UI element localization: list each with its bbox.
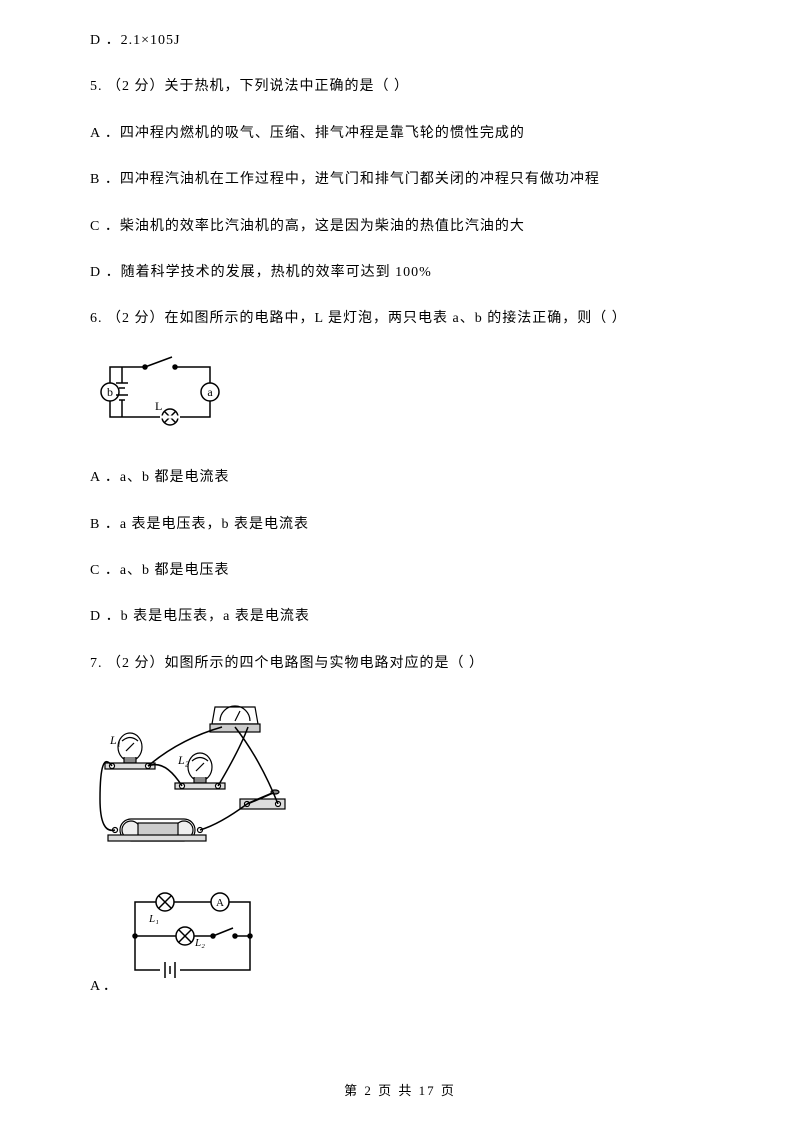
svg-text:L₁: L₁ bbox=[148, 913, 159, 925]
q5-option-b: B ．四冲程汽油机在工作过程中，进气门和排气门都关闭的冲程只有做功冲程 bbox=[90, 169, 710, 191]
question-5: 5. （2 分）关于热机，下列说法中正确的是（ ） bbox=[90, 76, 710, 98]
circuit-diagram-q6: b a L bbox=[90, 355, 710, 443]
question-6: 6. （2 分）在如图所示的电路中，L 是灯泡，两只电表 a、b 的接法正确，则… bbox=[90, 308, 710, 330]
q7-option-a-container: A ． L₁ A L₂ bbox=[90, 892, 710, 1000]
question-7: 7. （2 分）如图所示的四个电路图与实物电路对应的是（ ） bbox=[90, 653, 710, 675]
page-footer: 第 2 页 共 17 页 bbox=[0, 1081, 800, 1102]
option-d-top: D ．2.1×105J bbox=[90, 30, 710, 52]
circuit-diagram-q7a: L₁ A L₂ bbox=[125, 892, 260, 990]
svg-text:A: A bbox=[216, 897, 224, 909]
q7-option-a-label: A ． bbox=[90, 976, 117, 1000]
q5-option-a: A ．四冲程内燃机的吸气、压缩、排气冲程是靠飞轮的惯性完成的 bbox=[90, 123, 710, 145]
q6-option-c: C ．a、b 都是电压表 bbox=[90, 560, 710, 582]
svg-text:a: a bbox=[207, 385, 213, 399]
svg-text:L₁: L₁ bbox=[109, 733, 121, 747]
svg-text:b: b bbox=[107, 385, 113, 399]
q6-option-a: A ．a、b 都是电流表 bbox=[90, 467, 710, 489]
q5-option-d: D ．随着科学技术的发展，热机的效率可达到 100% bbox=[90, 262, 710, 284]
q5-option-c: C ．柴油机的效率比汽油机的高，这是因为柴油的热值比汽油的大 bbox=[90, 216, 710, 238]
circuit-diagram-q7-physical: L₁ L₂ bbox=[90, 699, 710, 862]
svg-text:L: L bbox=[155, 399, 162, 413]
svg-text:L₂: L₂ bbox=[177, 753, 189, 767]
q6-option-d: D ．b 表是电压表，a 表是电流表 bbox=[90, 606, 710, 628]
svg-text:L₂: L₂ bbox=[194, 937, 205, 949]
q6-option-b: B ．a 表是电压表，b 表是电流表 bbox=[90, 514, 710, 536]
